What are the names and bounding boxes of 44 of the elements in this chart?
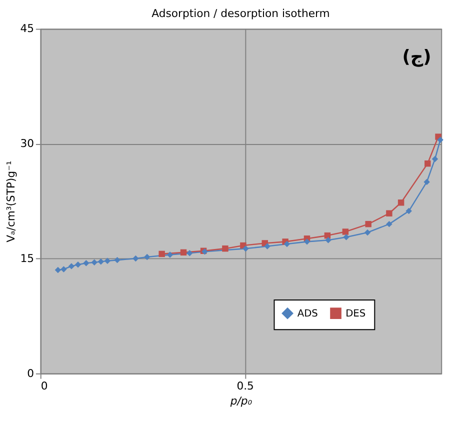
point — [364, 229, 371, 236]
y-tick-label: 45 — [20, 22, 34, 36]
point — [304, 238, 310, 245]
point — [144, 254, 150, 260]
point — [264, 243, 270, 250]
chart-title: Adsorption / desorption isotherm — [152, 6, 330, 20]
point — [406, 208, 412, 214]
point — [60, 266, 67, 272]
x-axis-title: p/p₀ — [229, 394, 253, 408]
point — [68, 263, 75, 270]
point — [222, 245, 228, 252]
legend-label: DES — [346, 308, 366, 320]
y-tick-label: 15 — [20, 252, 34, 265]
y-tick-label: 0 — [27, 366, 34, 380]
point — [104, 258, 111, 264]
point — [98, 258, 104, 265]
point — [166, 252, 174, 258]
point — [242, 245, 249, 252]
point — [54, 266, 62, 274]
point — [437, 136, 444, 143]
point — [158, 250, 165, 258]
point — [386, 220, 392, 228]
point — [432, 156, 438, 162]
point — [365, 220, 372, 228]
point — [132, 255, 139, 262]
point — [83, 260, 90, 266]
y-axis-title: Vₐ/cm³(STP)g⁻¹ — [4, 160, 18, 242]
point — [325, 237, 332, 244]
legend-label: ADS — [297, 308, 318, 320]
point — [186, 250, 193, 256]
point — [424, 178, 430, 186]
point — [74, 262, 82, 268]
point — [398, 200, 404, 206]
point — [424, 160, 431, 167]
annotation: (ج) — [402, 47, 432, 68]
y-tick-label: 30 — [20, 137, 34, 150]
point — [114, 256, 120, 264]
point — [284, 240, 290, 248]
x-tick-label: 0.5 — [236, 380, 254, 393]
point — [342, 228, 349, 235]
point — [91, 259, 98, 266]
point — [180, 249, 187, 256]
point — [343, 234, 350, 240]
point — [386, 210, 392, 216]
